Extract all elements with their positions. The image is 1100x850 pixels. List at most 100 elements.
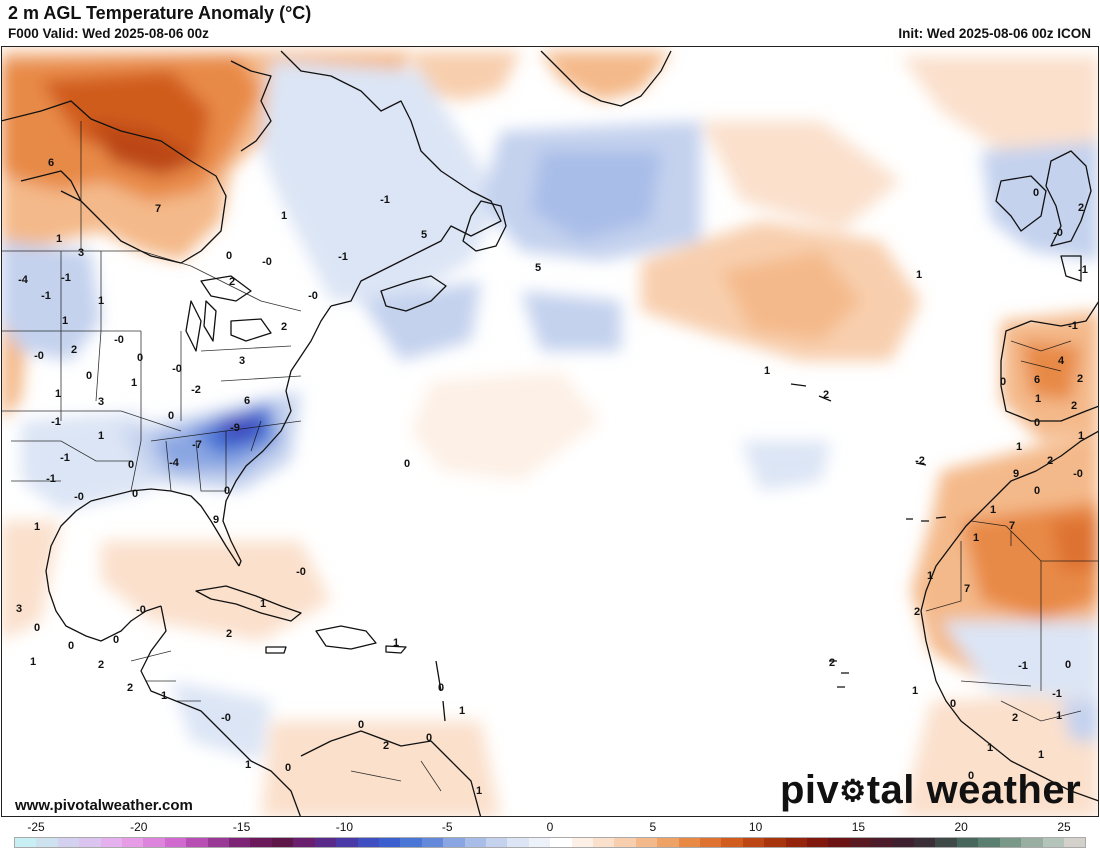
contour-label: -0 [296, 566, 306, 578]
colorbar-tick-label: 15 [851, 820, 866, 834]
colorbar-cell [528, 838, 551, 847]
colorbar-cell [1042, 838, 1064, 847]
contour-label: -2 [915, 455, 925, 467]
colorbar-cell [314, 838, 337, 847]
colorbar-cell [999, 838, 1022, 847]
map-title: 2 m AGL Temperature Anomaly (°C) [8, 3, 312, 23]
colorbar-cell [956, 838, 979, 847]
colorbar-cell [293, 838, 315, 847]
contour-label: 7 [964, 583, 970, 595]
coastlines [2, 50, 1098, 816]
contour-label: 2 [1077, 373, 1083, 385]
colorbar-cell [657, 838, 679, 847]
contour-label: 0 [113, 634, 119, 646]
contour-label: -1 [51, 416, 61, 428]
contour-label: 0 [285, 762, 291, 774]
contour-label: 1 [1038, 749, 1044, 761]
colorbar-cell [614, 838, 636, 847]
colorbar-tick-label: 5 [649, 820, 657, 834]
colorbar-tick-label: 20 [954, 820, 968, 834]
colorbar-cell [122, 838, 144, 847]
valid-time: F000 Valid: Wed 2025-08-06 00z [8, 26, 209, 41]
colorbar-tick-label: -10 [335, 820, 354, 834]
contour-label: 0 [34, 622, 40, 634]
contour-label: 3 [239, 355, 245, 367]
contour-label: -7 [192, 439, 202, 451]
colorbar-cell [828, 838, 850, 847]
colorbar-tick-label: 0 [546, 820, 554, 834]
contour-label: 0 [68, 640, 74, 652]
colorbar-cell [635, 838, 658, 847]
colorbar-cell [1063, 838, 1086, 847]
contour-label: 1 [131, 377, 137, 389]
political-boundaries [2, 121, 1098, 792]
contour-label: 1 [927, 570, 933, 582]
contour-label: -1 [1078, 264, 1088, 276]
contour-label: 1 [56, 233, 62, 245]
temperature-anomaly-map[interactable]: 6 7 1 3 -4 -1 -1 1 1 -0 2 0 1 3 -0 0 1 -0 -2 3 6 0 -1 1 -1 -1 0 -4-… [1, 46, 1099, 817]
colorbar-tick-label: -20 [130, 820, 148, 834]
colorbar-cell [978, 838, 1000, 847]
contour-label: 2 [914, 606, 920, 618]
colorbar-tick-label: 25 [1057, 820, 1071, 834]
contour-label: 5 [421, 229, 427, 241]
map-header: 2 m AGL Temperature Anomaly (°C) F000 Va… [0, 0, 1100, 46]
contour-label: -0 [1053, 227, 1063, 239]
contour-label: 2 [823, 389, 829, 401]
colorbar-cell [229, 838, 251, 847]
colorbar-cell [678, 838, 700, 847]
contour-label: 5 [535, 262, 541, 274]
contour-label: 1 [990, 504, 996, 516]
colorbar-tick-label: 10 [748, 820, 763, 834]
colorbar-cell [849, 838, 872, 847]
colorbar-cell [914, 838, 936, 847]
contour-label: 0 [950, 698, 956, 710]
contour-label: 9 [1013, 468, 1019, 480]
contour-label: 3 [16, 603, 22, 615]
colorbar-tick-label: -5 [441, 820, 453, 834]
contour-label: -1 [1052, 688, 1062, 700]
colorbar-cell [935, 838, 957, 847]
colorbar-cell [721, 838, 743, 847]
colorbar-cell [15, 838, 37, 847]
contour-label: 3 [98, 396, 104, 408]
contour-label: 1 [98, 295, 104, 307]
website-credit: www.pivotalweather.com [15, 797, 193, 814]
contour-label: -1 [60, 452, 70, 464]
colorbar-cell [186, 838, 208, 847]
colorbar-cell [871, 838, 893, 847]
contour-label: 0 [168, 410, 174, 422]
contour-label: -1 [1068, 320, 1078, 332]
colorbar-cell [807, 838, 829, 847]
contour-label: 0 [132, 488, 138, 500]
contour-label: 0 [426, 732, 432, 744]
contour-label: 1 [459, 705, 465, 717]
contour-label: 0 [358, 719, 364, 731]
colorbar-tick-label: -25 [27, 820, 45, 834]
colorbar-cell [507, 838, 529, 847]
colorbar-cell [700, 838, 722, 847]
contour-label: 2 [281, 321, 287, 333]
colorbar-cell [378, 838, 401, 847]
colorbar-cell [271, 838, 294, 847]
contour-label: -0 [221, 712, 231, 724]
contour-label: 1 [1056, 710, 1062, 722]
contour-label: 2 [383, 740, 389, 752]
anomaly-shading [2, 51, 1098, 816]
contour-label: 1 [916, 269, 922, 281]
colorbar-cell [550, 838, 572, 847]
contour-label: -2 [191, 384, 201, 396]
colorbar-cell [164, 838, 187, 847]
contour-label: 2 [229, 276, 235, 288]
contour-label: 1 [161, 690, 167, 702]
colorbar-cell [143, 838, 165, 847]
logo-text-end: tal weather [866, 768, 1082, 812]
contour-label: -0 [172, 363, 182, 375]
colorbar-cell [742, 838, 765, 847]
colorbar [14, 837, 1086, 848]
contour-label: 1 [393, 637, 399, 649]
contour-label: -1 [61, 272, 71, 284]
colorbar-cell [79, 838, 101, 847]
